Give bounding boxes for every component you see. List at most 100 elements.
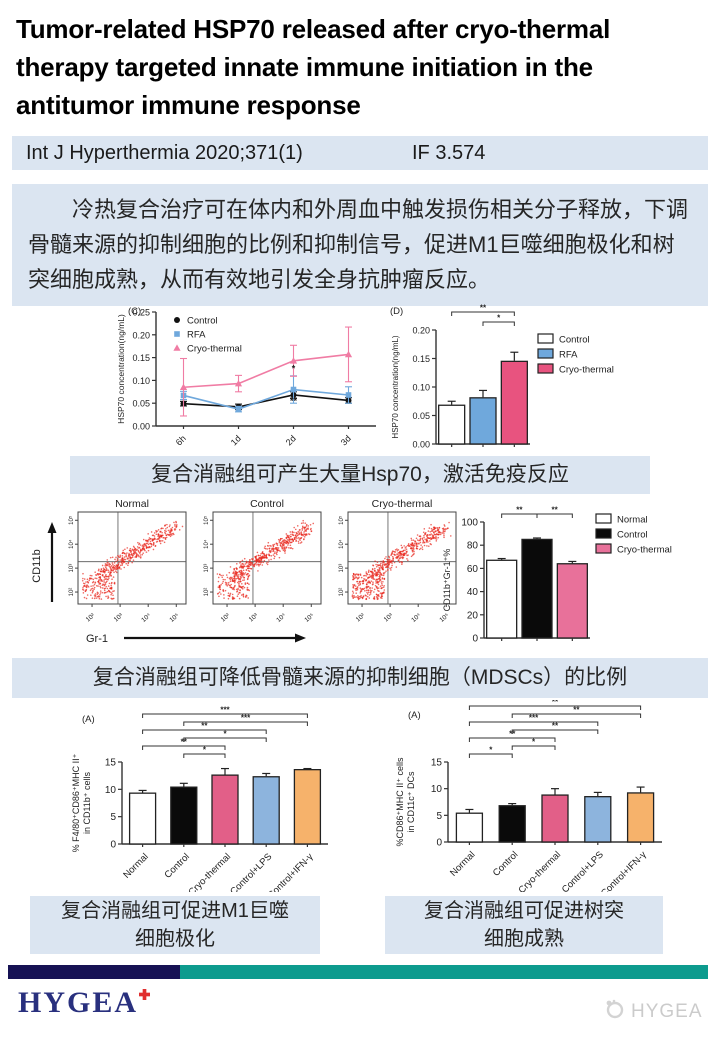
svg-text:10²: 10² [204,588,210,597]
svg-text:***: *** [220,706,230,715]
svg-text:(D): (D) [390,306,403,317]
svg-text:***: *** [241,714,251,723]
svg-text:0.05: 0.05 [412,411,430,421]
svg-text:10²: 10² [69,588,75,597]
svg-text:**: ** [516,506,523,515]
svg-text:(A): (A) [82,714,95,725]
dc-maturation-bar-chart: 0 5 10 15 Normal Control Cryo-thermal Control+L… [392,698,672,899]
summary-text: 冷热复合治疗可在体内和外周血中触发损伤相关分子释放，下调骨髓来源的抑制细胞的比例… [28,197,689,292]
svg-text:RFA: RFA [559,350,578,361]
footer-bar-navy [8,965,180,979]
summary-box: 冷热复合治疗可在体内和外周血中触发损伤相关分子释放，下调骨髓来源的抑制细胞的比例… [12,184,708,306]
svg-text:Control+IFN-γ: Control+IFN-γ [599,849,649,892]
svg-text:(A): (A) [408,710,421,721]
mdsc-flow-cytometry-panels: Normal 10² 10² 10³ 10³ 10⁴ 10⁴ 10⁵ 10⁵ Control 10²… [28,496,458,654]
svg-text:Cryo-thermal: Cryo-thermal [517,849,564,892]
svg-text:3d: 3d [339,433,353,447]
svg-text:*: * [497,314,501,323]
svg-text:in CD11b⁺ cells: in CD11b⁺ cells [82,771,92,834]
svg-text:in CD11c⁺ DCs: in CD11c⁺ DCs [406,771,416,833]
svg-text:40: 40 [467,587,479,598]
svg-text:*: * [292,363,296,373]
watermark-text: HYGEA [631,1000,703,1022]
svg-text:0.05: 0.05 [132,399,150,409]
svg-text:10⁵: 10⁵ [168,612,180,624]
mdsc-percentage-bar-chart: 0 20 40 60 80 100 ** ** CD11b⁺Gr-1⁺% Normal Contro… [438,500,710,652]
svg-text:*: * [532,738,536,747]
svg-text:5: 5 [436,811,442,822]
svg-text:Cryo-thermal: Cryo-thermal [372,498,433,510]
page-title: Tumor-related HSP70 released after cryo-… [16,14,611,120]
svg-text:10⁴: 10⁴ [338,539,345,549]
svg-text:Normal: Normal [617,515,648,526]
svg-text:***: *** [529,714,539,723]
caption-hsp70: 复合消融组可产生大量Hsp70，激活免疫反应 [70,456,650,494]
red-cross-icon [139,974,151,1007]
svg-text:Control: Control [162,851,191,880]
svg-text:0: 0 [472,634,478,645]
svg-text:% F4/80⁺CD86⁺MHC II⁺: % F4/80⁺CD86⁺MHC II⁺ [71,753,81,852]
journal-bar: Int J Hyperthermia 2020;371(1) IF 3.574 [12,136,708,170]
svg-text:Control: Control [559,335,590,346]
svg-text:15: 15 [431,758,443,769]
svg-text:10⁴: 10⁴ [275,612,287,624]
svg-text:2d: 2d [284,433,298,447]
svg-text:*: * [489,746,493,755]
impact-factor: IF 3.574 [412,141,486,164]
svg-text:**: ** [552,722,559,731]
caption-macrophage: 复合消融组可促进M1巨噬 细胞极化 [30,896,320,954]
m1-macrophage-bar-chart: 0 5 10 15 Normal Control Cryo-thermal Control+L… [68,706,338,901]
svg-text:**: ** [573,706,580,715]
svg-text:0.10: 0.10 [412,383,430,393]
svg-text:Normal: Normal [121,851,150,880]
svg-text:0.15: 0.15 [412,354,430,364]
svg-text:*: * [223,730,227,739]
svg-text:0: 0 [436,838,442,849]
svg-text:0.15: 0.15 [132,353,150,363]
svg-text:CD11b: CD11b [31,549,43,582]
svg-text:5: 5 [110,812,116,823]
svg-text:Control: Control [187,316,218,327]
svg-text:**: ** [552,506,559,515]
svg-text:0.10: 0.10 [132,376,150,386]
svg-text:Control+LPS: Control+LPS [560,849,606,892]
svg-text:20: 20 [467,610,479,621]
brand-logo: HYGEA [18,986,151,1020]
svg-text:Normal: Normal [448,849,477,878]
svg-text:RFA: RFA [187,330,206,341]
svg-text:0.00: 0.00 [412,440,430,450]
hygea-watermark-icon [604,998,626,1025]
svg-text:HSP70 concentration(ng/mL): HSP70 concentration(ng/mL) [391,335,400,439]
brand-text: HYGEA [18,986,139,1019]
svg-text:Cryo-thermal: Cryo-thermal [187,344,242,355]
svg-text:10²: 10² [85,612,97,624]
svg-text:**: ** [201,722,208,731]
svg-text:Cryo-thermal: Cryo-thermal [617,545,672,556]
svg-text:**: ** [480,304,487,313]
svg-text:**: ** [552,700,559,707]
svg-text:60: 60 [467,564,479,575]
svg-text:10³: 10³ [383,612,395,624]
hsp70-day3-bar-chart: 0.00 0.05 0.10 0.15 0.20 * ** HSP70 concentrati… [388,304,660,456]
svg-text:Gr-1: Gr-1 [86,633,108,645]
svg-text:CD11b⁺Gr-1⁺%: CD11b⁺Gr-1⁺% [442,549,452,612]
svg-text:10³: 10³ [248,612,260,624]
svg-text:Control+LPS: Control+LPS [228,851,274,892]
svg-text:15: 15 [105,758,117,769]
svg-text:10³: 10³ [69,564,75,573]
caption-mdsc: 复合消融组可降低骨髓来源的抑制细胞（MDSCs）的比例 [12,658,708,698]
hsp70-timecourse-line-chart: 0.00 0.05 0.10 0.15 0.20 0.25 6h 1d 2d 3d Control R… [98,304,390,456]
svg-text:**: ** [290,396,298,406]
svg-text:10⁵: 10⁵ [68,515,75,525]
svg-text:10⁵: 10⁵ [338,515,345,525]
svg-text:10⁵: 10⁵ [203,515,210,525]
svg-text:%CD86⁺MHC II⁺ cells: %CD86⁺MHC II⁺ cells [395,757,405,847]
svg-text:10²: 10² [220,612,232,624]
footer-bar-teal [180,965,708,979]
svg-text:0: 0 [110,840,116,851]
svg-text:10³: 10³ [113,612,125,624]
svg-text:Control+IFN-γ: Control+IFN-γ [266,851,316,892]
journal-citation: Int J Hyperthermia 2020;371(1) [26,141,303,164]
svg-text:10: 10 [105,785,117,796]
